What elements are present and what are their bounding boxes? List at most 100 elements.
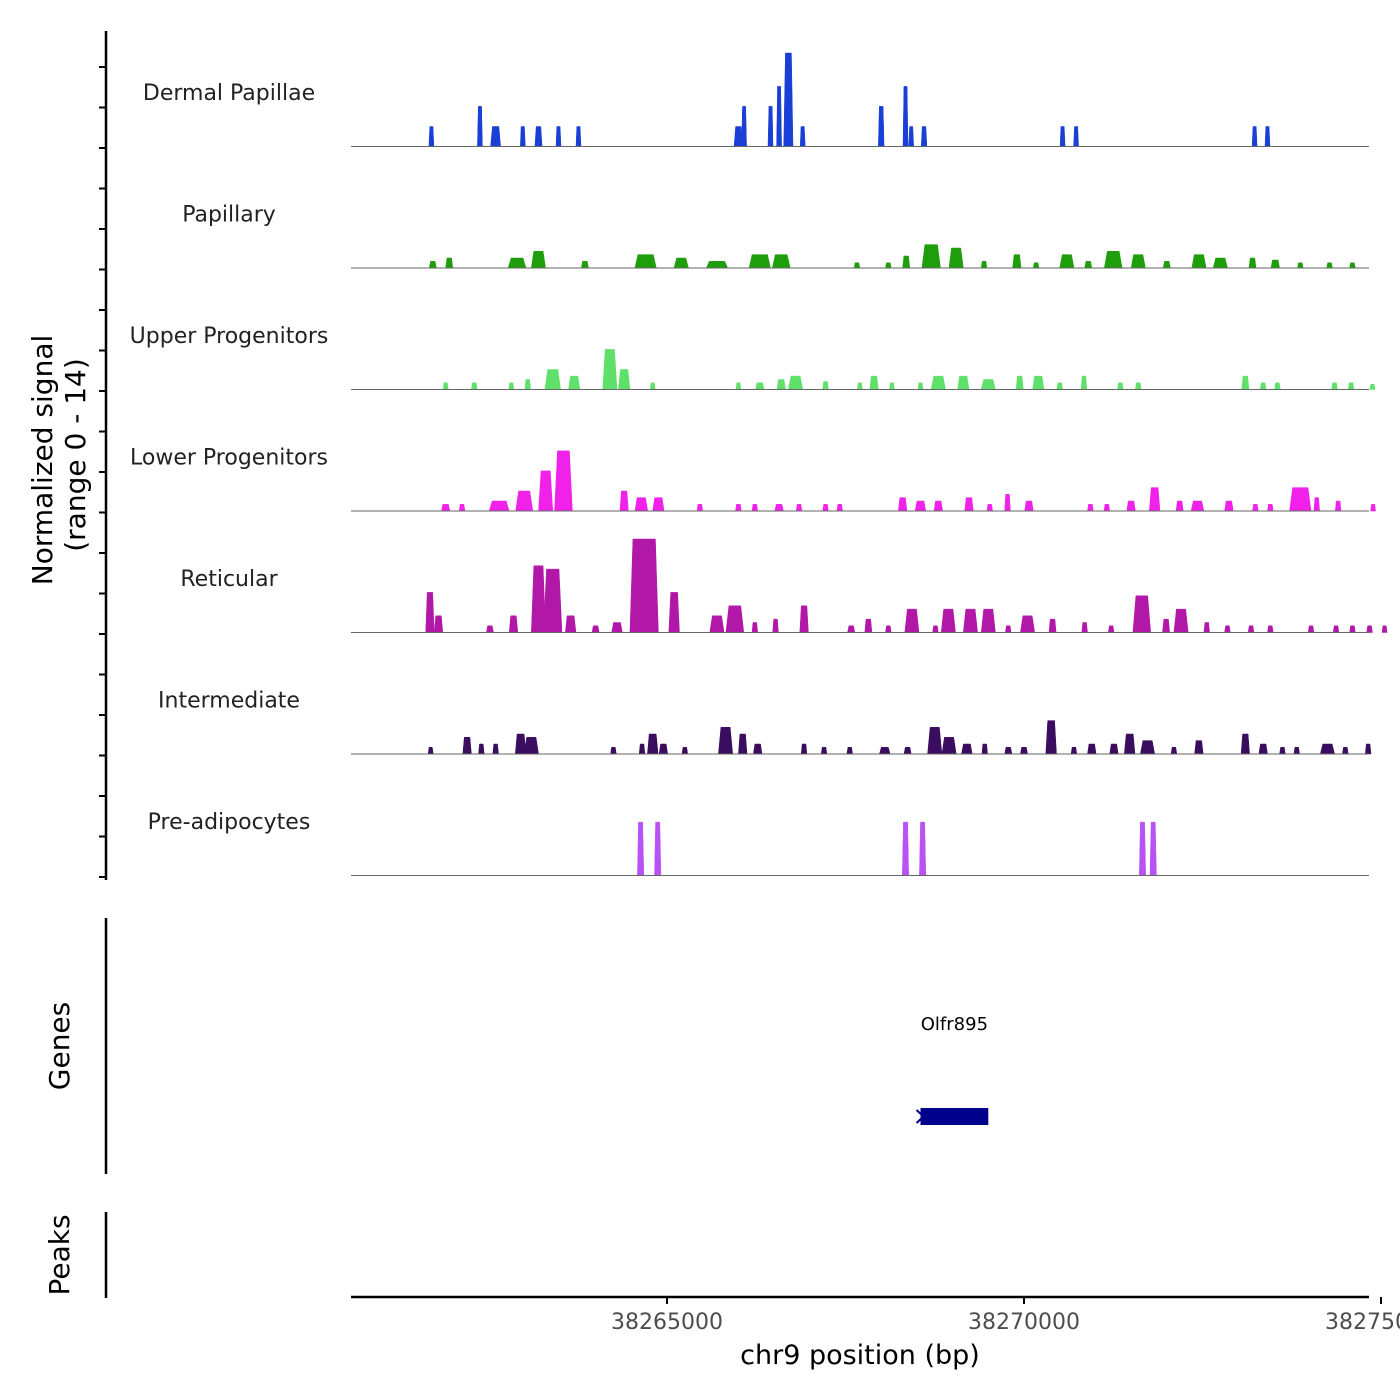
coverage-peak: [1020, 615, 1035, 633]
coverage-peak: [681, 747, 688, 755]
coverage-peak: [1369, 383, 1376, 390]
coverage-peak: [1191, 254, 1207, 269]
coverage-peak: [822, 381, 829, 390]
coverage-peak: [1335, 500, 1342, 512]
coverage-peak: [733, 126, 743, 147]
coverage-peak: [538, 470, 554, 512]
coverage-peak: [1274, 382, 1281, 390]
coverage-peak: [753, 743, 763, 755]
coverage-peak: [1203, 622, 1210, 633]
coverage-peak: [864, 618, 873, 633]
coverage-peak: [649, 382, 656, 390]
coverage-peak: [980, 261, 988, 269]
gene-olfr895: Olfr895: [915, 1014, 989, 1125]
coverage-peak: [1270, 259, 1280, 269]
coverage-peak: [1140, 740, 1156, 755]
coverage-peak: [725, 605, 745, 633]
coverage-peak: [1313, 497, 1320, 512]
coverage-peak: [1045, 720, 1057, 755]
coverage-peak: [565, 615, 577, 633]
gene-label: Olfr895: [921, 1014, 988, 1035]
track-label: Reticular: [180, 567, 278, 592]
coverage-peak: [705, 261, 729, 269]
coverage-peak: [488, 500, 510, 512]
coverage-peak: [554, 450, 573, 512]
coverage-peak: [1252, 504, 1259, 512]
coverage-peak: [885, 262, 892, 269]
coverage-peak: [1108, 625, 1115, 633]
coverage-peak: [1084, 261, 1093, 269]
track-label: Lower Progenitors: [130, 446, 328, 471]
coverage-peak: [1332, 625, 1340, 633]
coverage-peak: [1240, 733, 1250, 755]
coverage-peak: [1173, 608, 1189, 633]
coverage-peak: [638, 743, 646, 755]
coverage-peak: [1130, 254, 1146, 269]
coverage-peak: [696, 504, 703, 512]
coverage-peak: [709, 615, 725, 633]
coverage-peak: [1162, 618, 1170, 633]
x-axis: 38265000 38270000 38275000: [351, 1295, 1400, 1335]
coverage-peak: [800, 743, 808, 755]
coverage-peak: [1267, 504, 1274, 512]
coverage-y-axis: [99, 31, 108, 880]
coverage-peak: [658, 743, 668, 755]
coverage-peak: [1109, 743, 1119, 755]
coverage-peak: [477, 106, 483, 147]
coverage-peak: [1070, 747, 1078, 755]
coverage-peak: [927, 727, 943, 755]
track-intermediate: Intermediate: [158, 689, 1372, 755]
coverage-peak: [1048, 618, 1057, 633]
coverage-peak: [507, 257, 527, 269]
coverage-peak: [492, 743, 499, 755]
track-upper-progenitors: Upper Progenitors: [130, 324, 1376, 390]
coverage-peak: [1381, 625, 1388, 633]
coverage-peak: [771, 254, 791, 269]
coverage-peak: [1059, 126, 1066, 147]
coverage-peak: [673, 257, 689, 269]
coverage-peak: [531, 565, 546, 633]
coverage-peak: [1004, 494, 1011, 512]
coverage-peak: [1104, 251, 1123, 269]
track-label: Upper Progenitors: [130, 324, 329, 349]
coverage-peak: [751, 504, 758, 512]
genes-track-title: Genes: [43, 1002, 76, 1090]
coverage-peak: [1194, 740, 1204, 755]
coverage-peak: [602, 349, 618, 390]
coverage-peak: [1032, 262, 1040, 269]
coverage-peak: [1365, 743, 1372, 755]
coverage-peak: [1251, 126, 1258, 147]
coverage-peak: [543, 568, 563, 633]
coverage-peak: [531, 251, 546, 269]
coverage-peak: [619, 490, 629, 512]
coverage-peak: [1126, 500, 1136, 512]
coverage-peak: [885, 625, 892, 633]
coverage-peak: [741, 106, 747, 147]
coverage-peak: [1224, 500, 1234, 512]
coverage-peak: [520, 126, 526, 147]
coverage-peak: [611, 622, 623, 633]
coverage-peak: [1056, 382, 1063, 390]
coverage-peak: [1297, 262, 1304, 269]
y-axis-subtitle: (range 0 - 14): [59, 358, 92, 552]
track-label: Pre-adipocytes: [148, 810, 311, 835]
coverage-peak: [857, 382, 863, 390]
coverage-tracks: Dermal Papillae Papillary Upper Progenitor…: [130, 52, 1388, 876]
track-label: Intermediate: [158, 689, 300, 714]
coverage-peak: [930, 375, 946, 390]
coverage-peak: [1080, 375, 1088, 390]
coverage-peak: [591, 625, 600, 633]
coverage-peak: [822, 504, 829, 512]
coverage-peak: [1087, 504, 1094, 512]
coverage-peak: [1293, 747, 1300, 755]
coverage-peak: [908, 126, 914, 147]
coverage-peak: [902, 255, 911, 269]
coverage-peak: [568, 375, 581, 390]
coverage-peak: [1366, 625, 1373, 633]
coverage-peak: [755, 382, 765, 390]
coverage-peak: [879, 747, 891, 755]
coverage-peak: [902, 86, 909, 147]
peaks-panel: Peaks: [43, 1212, 108, 1298]
coverage-peak: [610, 747, 617, 755]
